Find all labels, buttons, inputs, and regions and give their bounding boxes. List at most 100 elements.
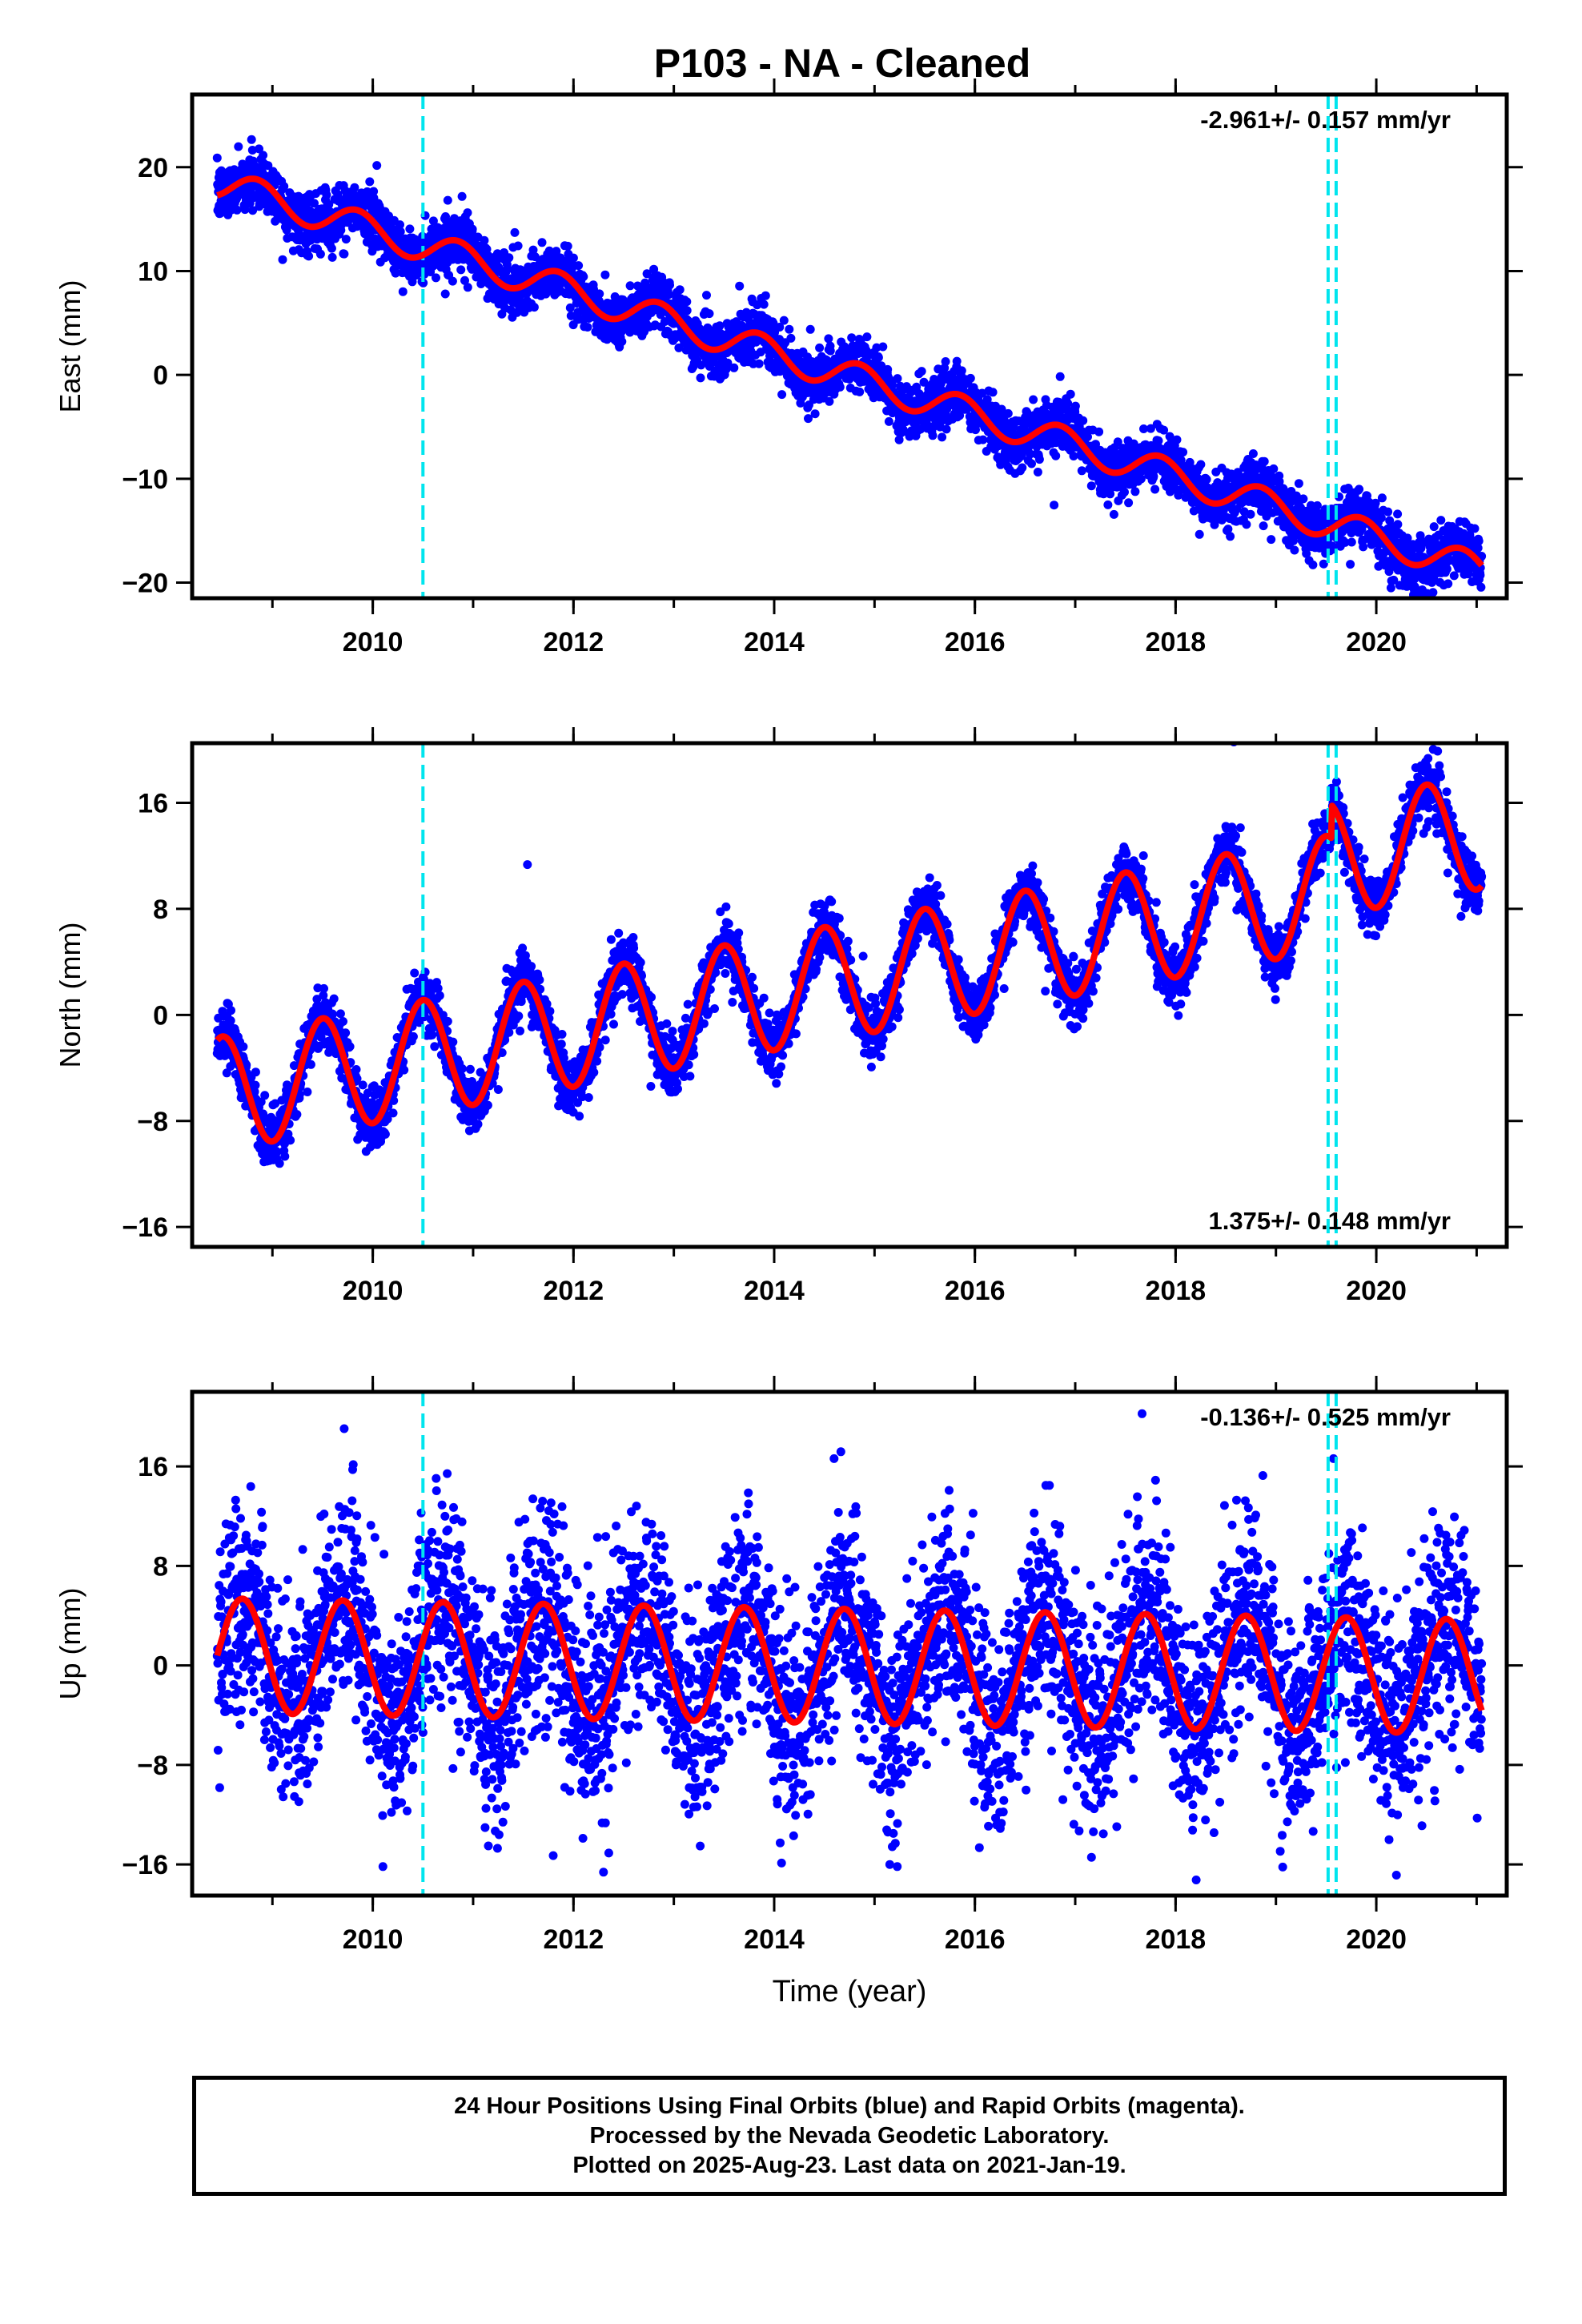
data-point — [1094, 427, 1104, 436]
data-point — [1086, 481, 1096, 491]
data-point — [1136, 474, 1146, 484]
data-point — [825, 346, 835, 356]
data-point — [1470, 524, 1480, 533]
data-point — [1259, 521, 1268, 531]
data-point — [552, 247, 561, 256]
data-point — [735, 281, 745, 291]
data-point — [1246, 509, 1255, 519]
data-point — [240, 205, 250, 215]
data-point — [341, 235, 351, 244]
data-point — [1294, 479, 1303, 489]
data-point — [279, 182, 289, 191]
data-point — [682, 306, 692, 316]
data-point — [1347, 537, 1356, 547]
y-tick-label: 10 — [138, 256, 168, 287]
data-point — [1442, 565, 1452, 573]
data-point — [1393, 509, 1403, 519]
data-point — [1034, 455, 1044, 464]
data-point — [1070, 401, 1080, 411]
data-point — [769, 319, 778, 328]
data-point — [563, 241, 572, 251]
x-tick-label: 2016 — [945, 627, 1006, 657]
data-point — [1103, 500, 1113, 509]
data-point — [824, 334, 833, 344]
x-tick-label: 2012 — [543, 627, 604, 657]
x-tick-label: 2010 — [343, 627, 404, 657]
data-point — [1120, 488, 1129, 497]
data-point — [369, 187, 379, 196]
data-point — [1428, 588, 1438, 597]
data-point — [480, 235, 489, 245]
data-point — [785, 324, 794, 334]
data-point — [1069, 452, 1078, 460]
x-tick-label: 2020 — [1346, 627, 1407, 657]
data-point — [1242, 520, 1251, 529]
data-point — [1312, 501, 1322, 510]
figure-title: P103 - NA - Cleaned — [654, 41, 1031, 86]
data-point — [1150, 485, 1160, 494]
data-point — [408, 277, 417, 287]
data-point — [1050, 501, 1059, 510]
data-point — [259, 151, 268, 160]
data-point — [1055, 372, 1065, 381]
data-point — [212, 153, 222, 163]
data-point — [463, 283, 472, 292]
panel-east: 2010 2012 2014 2016 2018 2020−20−1001020East … — [54, 78, 1523, 657]
data-point — [1308, 560, 1318, 569]
data-point — [665, 290, 673, 300]
data-point — [674, 343, 684, 352]
data-point — [428, 216, 438, 226]
data-point — [530, 252, 540, 262]
data-point — [396, 220, 404, 230]
data-point — [398, 287, 408, 296]
data-point — [786, 333, 796, 343]
data-point — [815, 343, 825, 352]
data-point — [503, 264, 512, 274]
data-point — [1346, 560, 1355, 569]
data-point — [457, 191, 467, 201]
data-point — [966, 373, 975, 383]
data-point — [665, 280, 674, 290]
data-point — [777, 390, 787, 400]
data-point — [315, 249, 325, 259]
data-point — [448, 276, 457, 286]
data-point — [649, 264, 659, 274]
data-point — [761, 291, 770, 300]
x-tick-label: 2014 — [744, 627, 805, 657]
data-point — [278, 255, 287, 264]
data-point — [1066, 389, 1075, 399]
data-point — [248, 206, 258, 215]
data-point — [263, 161, 273, 171]
data-point — [482, 244, 492, 254]
data-point — [574, 261, 584, 271]
data-point — [595, 289, 604, 299]
data-point — [260, 1091, 270, 1100]
data-point — [255, 144, 263, 154]
data-point — [729, 363, 739, 372]
data-point — [1377, 493, 1387, 503]
data-point — [642, 269, 652, 279]
data-point — [1267, 535, 1276, 545]
data-point — [952, 356, 962, 366]
data-point — [779, 316, 789, 325]
data-point — [1195, 529, 1204, 539]
data-point — [1130, 487, 1140, 497]
data-point — [568, 253, 578, 263]
data-point — [705, 309, 714, 319]
data-point — [324, 200, 334, 209]
data-point — [625, 281, 635, 291]
data-point — [1202, 475, 1211, 485]
data-point — [855, 387, 865, 396]
data-point — [310, 199, 319, 208]
data-point — [625, 328, 635, 337]
data-point — [292, 1110, 302, 1120]
data-point — [675, 285, 685, 295]
data-point — [275, 1159, 284, 1168]
data-point — [1029, 395, 1038, 404]
data-point — [1226, 532, 1235, 541]
data-point — [1359, 542, 1368, 552]
data-point — [1443, 579, 1453, 589]
data-point — [391, 268, 400, 278]
data-point — [1269, 464, 1279, 473]
